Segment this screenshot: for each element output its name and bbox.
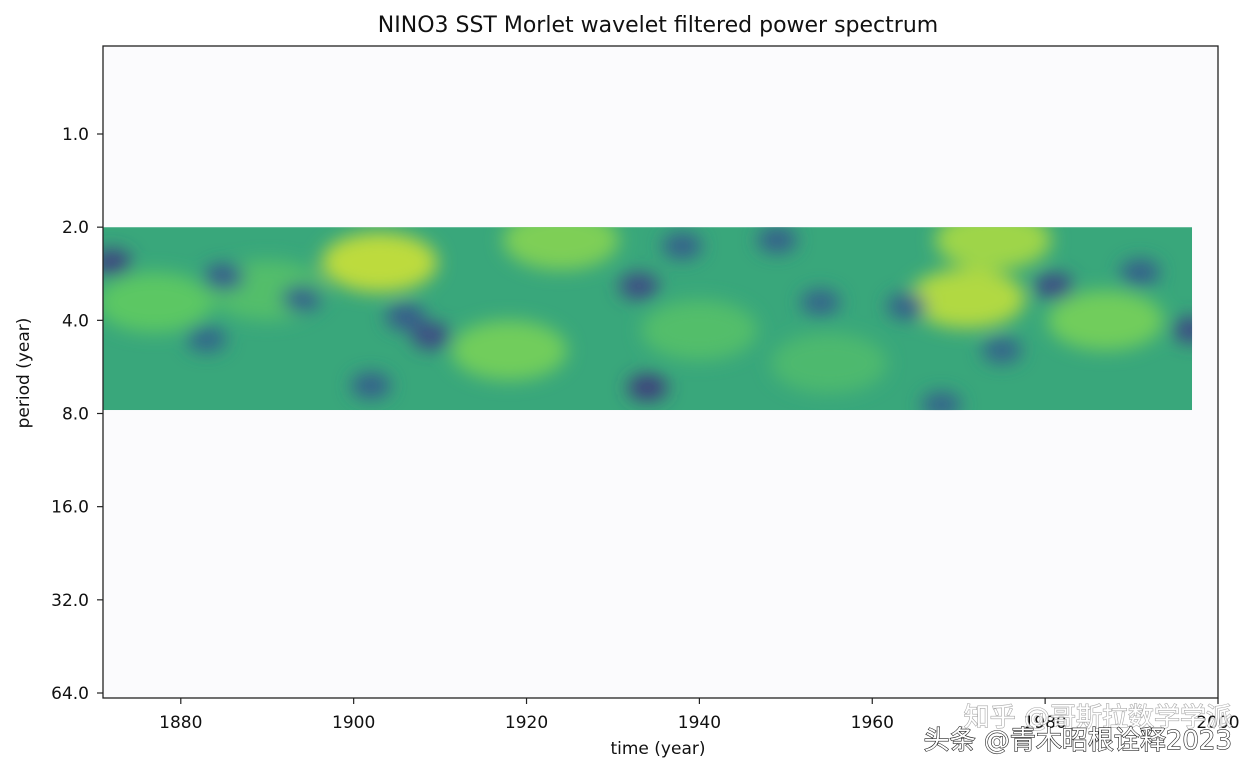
y-tick-label: 64.0: [51, 684, 89, 704]
high-power-region: [321, 232, 438, 293]
high-power-region: [503, 227, 620, 270]
low-power-region: [281, 285, 322, 312]
low-power-region: [411, 323, 452, 350]
high-power-region: [103, 272, 213, 333]
watermark-line-2: 头条 @青木昭根诠释2023: [924, 726, 1232, 756]
y-tick-label: 32.0: [51, 591, 89, 611]
low-power-region: [757, 227, 798, 253]
y-tick-label: 8.0: [62, 405, 89, 425]
high-power-region: [641, 300, 758, 361]
high-power-region: [771, 333, 888, 394]
low-power-region: [886, 293, 927, 320]
low-power-region: [981, 337, 1022, 364]
low-power-region: [204, 264, 245, 291]
watermark-line-1: 知乎 @哥斯拉数学学派: [964, 703, 1232, 733]
x-tick-label: 1960: [851, 713, 894, 733]
y-tick-label: 16.0: [51, 498, 89, 518]
low-power-region: [921, 391, 962, 411]
x-tick-label: 1920: [505, 713, 548, 733]
x-tick-label: 1880: [159, 713, 202, 733]
power-band: [103, 227, 1193, 411]
x-axis: 1880 1900 1920 1940 1960 1980 2000: [159, 698, 1240, 733]
low-power-region: [350, 372, 391, 399]
x-tick-label: 1940: [678, 713, 721, 733]
x-tick-label: 1900: [332, 713, 375, 733]
x-axis-label: time (year): [610, 739, 705, 759]
x-tick-label: 1980: [1023, 713, 1066, 733]
low-power-region: [186, 326, 227, 353]
y-tick-label: 1.0: [62, 125, 89, 145]
y-axis: 1.0 2.0 4.0 8.0 16.0 32.0 64.0: [51, 125, 103, 704]
x-tick-label: 2000: [1196, 713, 1239, 733]
low-power-region: [627, 374, 668, 401]
y-tick-label: 2.0: [62, 218, 89, 238]
chart-title: NINO3 SST Morlet wavelet filtered power …: [378, 13, 938, 38]
low-power-region: [1033, 273, 1074, 300]
low-power-region: [103, 249, 132, 276]
high-power-region: [909, 268, 1026, 329]
low-power-region: [1120, 259, 1161, 286]
low-power-region: [385, 303, 426, 330]
high-power-region: [451, 320, 568, 381]
low-power-region: [662, 232, 703, 259]
low-power-region: [1172, 317, 1193, 344]
y-axis-label: period (year): [14, 318, 34, 429]
y-tick-label: 4.0: [62, 311, 89, 331]
low-power-region: [800, 289, 841, 316]
high-power-region: [1047, 290, 1164, 351]
plot-frame: [102, 45, 1219, 699]
high-power-region: [935, 227, 1052, 270]
low-power-region: [618, 273, 659, 300]
